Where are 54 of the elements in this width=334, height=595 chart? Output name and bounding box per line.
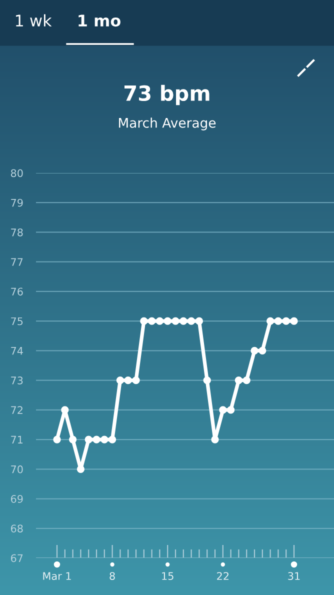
point [180,317,188,325]
point [242,376,250,384]
point [266,317,274,325]
point [274,317,282,325]
y-tick-label: 80 [10,169,23,178]
point [195,317,204,325]
point [156,317,164,325]
point [250,346,258,355]
point [124,376,132,384]
y-tick-label: 77 [11,258,23,266]
chart-title: 73 bpm [124,84,210,106]
point [290,317,298,325]
point [203,376,211,384]
y-tick-label: 72 [11,406,22,414]
x-tick-label: 8 [110,572,115,580]
point [219,406,227,414]
point [258,346,266,355]
y-tick-label: 79 [11,198,23,207]
point [84,436,92,444]
point [211,436,219,444]
point [148,317,156,325]
y-tick-label: 67 [10,554,23,562]
x-tick-label: 22 [217,572,228,580]
point [234,376,243,384]
y-tick-label: 68 [10,524,23,532]
text: 1 wk [16,14,52,26]
y-tick-label: 74 [11,347,23,355]
point [187,317,196,325]
y-tick-label: 78 [11,228,23,236]
point [116,376,124,384]
y-tick-label: 71 [11,436,23,444]
point [76,465,85,473]
y-tick-label: 75 [11,317,23,326]
point [92,436,100,444]
y-tick-label: 76 [11,288,23,296]
point [226,406,235,414]
point [172,317,180,325]
x-tick-label: 31 [288,572,300,580]
point [53,436,61,444]
point [132,376,140,384]
y-tick-label: 73 [11,376,23,384]
y-tick-label: 70 [11,465,23,474]
point [282,317,290,325]
text: 1 mo [78,14,120,27]
x-tick-label: Mar 1 [43,572,71,580]
y-tick-label: 69 [10,494,23,503]
chart-subtitle: March Average [119,118,216,130]
point [61,406,69,414]
point [68,436,77,444]
point [100,436,108,444]
x-tick-label: 15 [162,572,174,580]
point [108,436,116,444]
point [164,317,172,325]
point [140,317,148,325]
